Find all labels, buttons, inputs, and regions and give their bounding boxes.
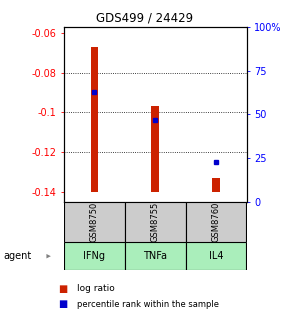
Text: agent: agent [3, 251, 31, 261]
Bar [125, 242, 186, 270]
Bar [90, 47, 98, 192]
Text: IFNg: IFNg [83, 251, 105, 261]
Text: ■: ■ [58, 299, 67, 309]
Bar [125, 202, 186, 242]
Text: GSM8755: GSM8755 [151, 202, 160, 242]
Text: GSM8750: GSM8750 [90, 202, 99, 242]
Text: GSM8760: GSM8760 [211, 202, 221, 242]
Bar [64, 242, 125, 270]
Bar [212, 178, 220, 192]
Bar [64, 202, 125, 242]
Bar [186, 202, 246, 242]
Text: GDS499 / 24429: GDS499 / 24429 [97, 12, 193, 25]
Text: log ratio: log ratio [77, 285, 115, 293]
Text: IL4: IL4 [209, 251, 223, 261]
Text: percentile rank within the sample: percentile rank within the sample [77, 300, 219, 308]
Bar [186, 242, 246, 270]
Bar [151, 106, 159, 192]
Text: TNFa: TNFa [143, 251, 167, 261]
Text: ■: ■ [58, 284, 67, 294]
